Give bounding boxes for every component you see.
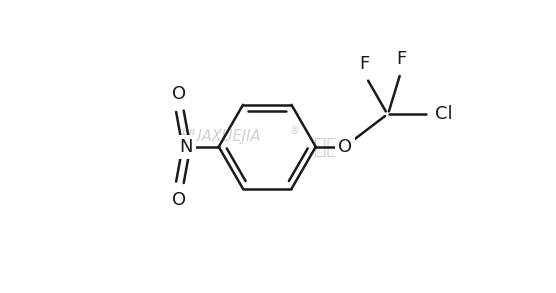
Text: F: F [396, 50, 406, 68]
Text: F: F [359, 55, 369, 73]
Text: O: O [172, 191, 186, 209]
Text: N: N [180, 138, 193, 156]
Text: O: O [172, 85, 186, 103]
Text: 化学加: 化学加 [314, 137, 351, 157]
Text: HUAXUEJIA: HUAXUEJIA [181, 129, 261, 144]
Text: ®: ® [290, 126, 300, 137]
Text: Cl: Cl [435, 105, 453, 123]
Text: O: O [338, 138, 352, 156]
